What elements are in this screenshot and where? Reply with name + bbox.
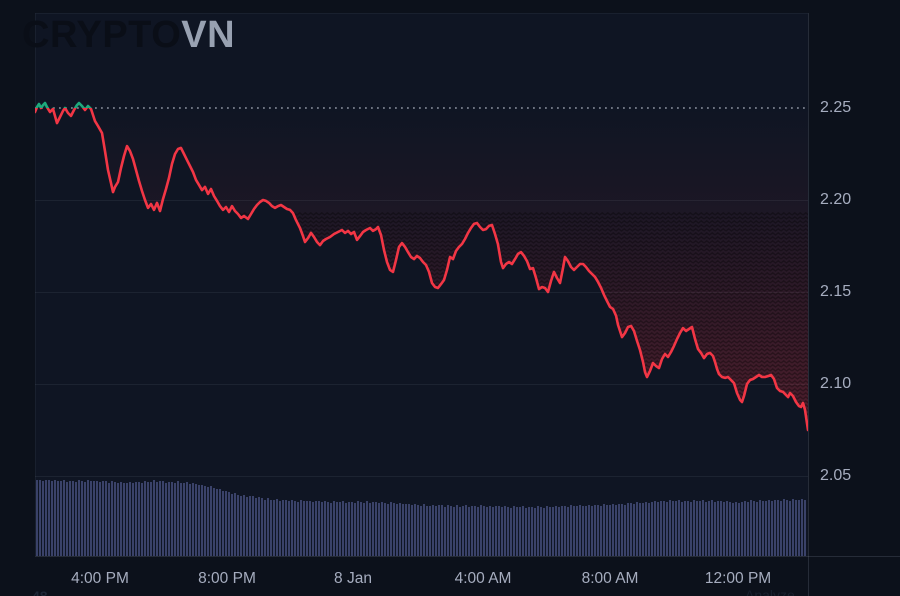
cryptovn-logo: CRYPTOVN xyxy=(22,16,235,54)
logo-text-vn: VN xyxy=(181,14,236,56)
logo-text-crypto: CRYPTO xyxy=(22,14,182,56)
chart-borders xyxy=(35,13,900,596)
price-line-down xyxy=(35,108,808,432)
watermark-texture xyxy=(229,212,808,430)
volume-bars xyxy=(36,480,806,556)
bottom-left-clipped-text: 48 xyxy=(32,588,48,596)
analyze-link-clipped[interactable]: Analyze xyxy=(745,587,795,596)
area-fill-below-baseline xyxy=(35,108,808,430)
